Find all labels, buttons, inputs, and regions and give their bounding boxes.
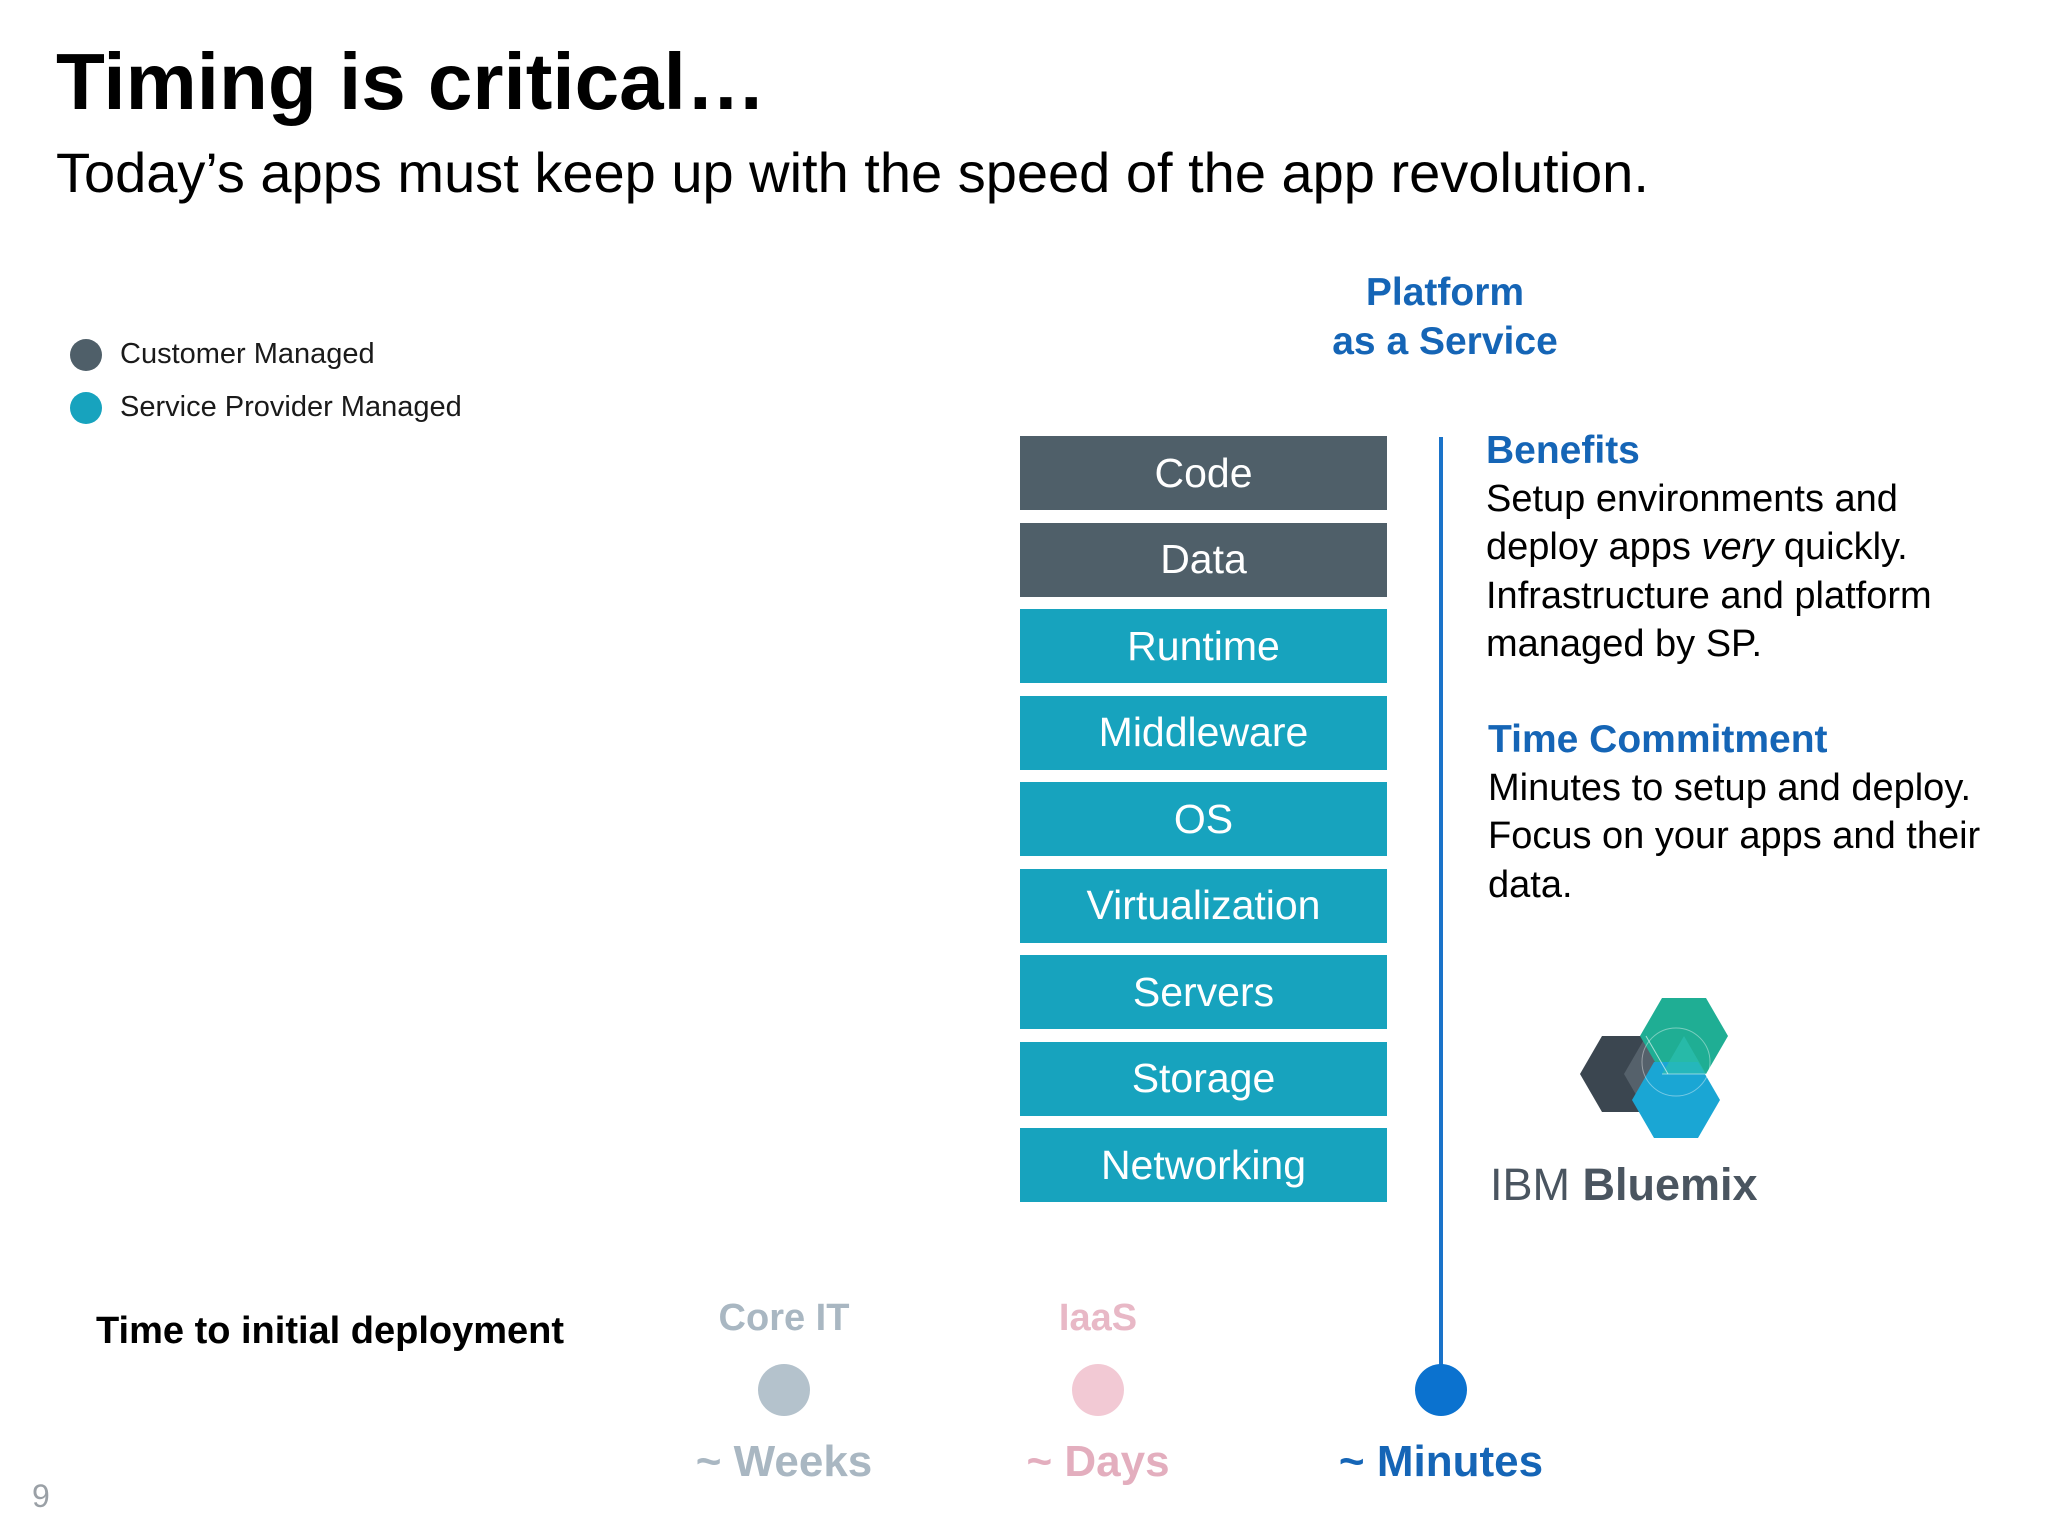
slide-subtitle: Today’s apps must keep up with the speed… — [56, 141, 1649, 204]
stack-layer-label: Storage — [1131, 1055, 1276, 1101]
ibm-bluemix-logo: IBM Bluemix — [1490, 990, 1790, 1211]
milestone-dot-icon — [1072, 1363, 1124, 1416]
stack-layer-label: Data — [1160, 536, 1247, 582]
milestone-time: ~ Days — [1026, 1436, 1170, 1486]
service-provider-managed-dot-icon — [70, 391, 102, 424]
legend-item-service-provider-managed: Service Provider Managed — [70, 391, 462, 424]
paas-heading: Platform as a Service — [1290, 268, 1600, 366]
benefits-emphasis: very — [1701, 526, 1774, 569]
stack-layer-data: Data — [1020, 522, 1387, 597]
benefits-section: Benefits Setup environments and deploy a… — [1486, 428, 2006, 669]
stack-layer-label: Middleware — [1098, 709, 1309, 755]
stack-layer-code: Code — [1020, 436, 1387, 510]
paas-stack: Code Data Runtime Middleware OS Virtuali… — [1020, 436, 1387, 1215]
legend-label: Service Provider Managed — [120, 391, 462, 423]
benefits-line: managed by SP. — [1486, 623, 1763, 666]
benefits-text: deploy apps — [1486, 526, 1702, 569]
paas-heading-line-1: Platform — [1365, 271, 1525, 314]
legend-label: Customer Managed — [120, 338, 375, 370]
time-commitment-line: Minutes to setup and deploy. — [1488, 766, 1972, 809]
benefits-line: Infrastructure and platform — [1486, 574, 1932, 617]
benefits-heading: Benefits — [1486, 429, 1640, 472]
milestone-name: Core IT — [718, 1297, 850, 1339]
stack-layer-label: Networking — [1100, 1141, 1307, 1188]
time-commitment-heading: Time Commitment — [1488, 718, 1828, 761]
time-commitment-line: Focus on your apps and their — [1488, 815, 1981, 858]
time-commitment-line: data. — [1488, 863, 1573, 906]
milestone-time: ~ Weeks — [695, 1436, 873, 1486]
legend-item-customer-managed: Customer Managed — [70, 338, 462, 371]
customer-managed-dot-icon — [70, 338, 102, 371]
stack-layer-middleware: Middleware — [1020, 695, 1387, 770]
paas-heading-line-2: as a Service — [1332, 320, 1558, 363]
stack-layer-label: Servers — [1132, 968, 1275, 1015]
logo-wordmark: IBM Bluemix — [1490, 1159, 1790, 1211]
milestone-dot-icon — [1415, 1364, 1467, 1416]
deployment-label: Time to initial deployment — [96, 1310, 565, 1352]
milestone-dot-icon — [758, 1363, 810, 1416]
time-commitment-body: Minutes to setup and deploy. Focus on yo… — [1488, 764, 2008, 910]
legend: Customer Managed Service Provider Manage… — [70, 338, 462, 424]
milestone-iaas: IaaS ~ Days — [948, 1296, 1248, 1488]
page-number: 9 — [32, 1478, 50, 1514]
benefits-body: Setup environments and deploy apps very … — [1486, 475, 2006, 669]
benefits-line: Setup environments and — [1486, 477, 1898, 520]
paas-timeline-line — [1439, 437, 1443, 1375]
stack-layer-storage: Storage — [1020, 1041, 1387, 1116]
bluemix-hexagon-logo-icon — [1580, 998, 1728, 1138]
milestone-paas: ~ Minutes — [1291, 1296, 1591, 1489]
time-commitment-section: Time Commitment Minutes to setup and dep… — [1488, 717, 2008, 909]
benefits-text: quickly. — [1773, 526, 1908, 569]
milestone-time: ~ Minutes — [1338, 1437, 1544, 1486]
stack-layer-servers: Servers — [1020, 955, 1387, 1029]
stack-layer-label: Code — [1154, 449, 1253, 496]
logo-brand: IBM — [1490, 1159, 1571, 1210]
stack-layer-networking: Networking — [1020, 1128, 1387, 1202]
stack-layer-virtualization: Virtualization — [1020, 868, 1387, 943]
logo-product: Bluemix — [1582, 1159, 1758, 1210]
stack-layer-label: OS — [1173, 795, 1234, 842]
stack-layer-runtime: Runtime — [1020, 609, 1387, 683]
benefits-line: deploy apps very quickly. — [1486, 523, 2006, 572]
milestone-core-it: Core IT ~ Weeks — [634, 1296, 934, 1488]
slide-title: Timing is critical… — [56, 37, 766, 126]
stack-layer-label: Virtualization — [1086, 882, 1321, 928]
milestone-name: IaaS — [1058, 1297, 1138, 1339]
stack-layer-label: Runtime — [1127, 622, 1280, 669]
stack-layer-os: OS — [1020, 782, 1387, 856]
milestone-name — [1291, 1296, 1591, 1342]
